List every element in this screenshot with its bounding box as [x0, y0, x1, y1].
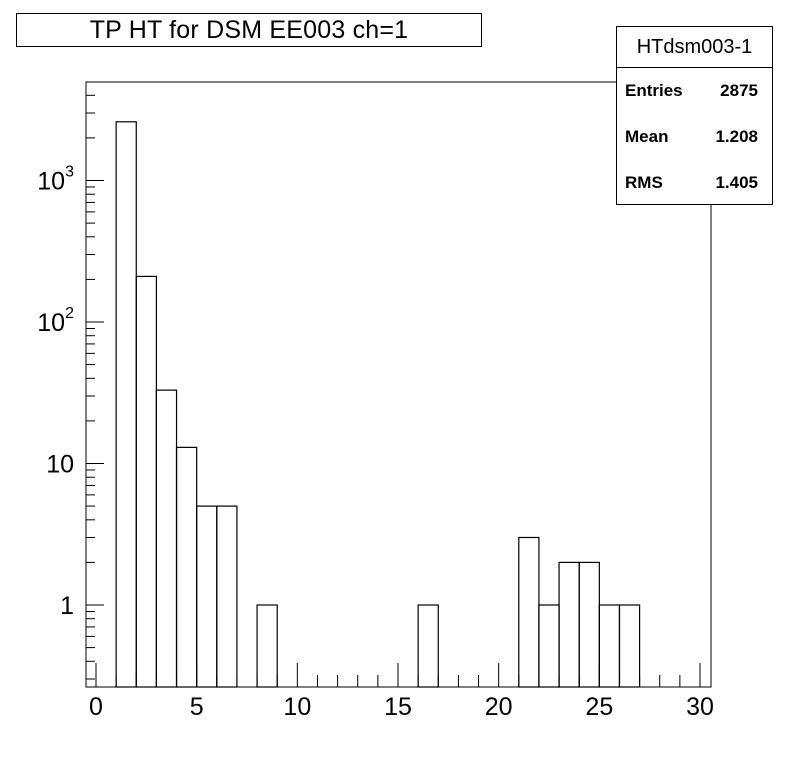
stats-rms-value: 1.405 — [715, 173, 758, 192]
histogram-bar — [518, 536, 540, 688]
y-tick-label: 1 — [60, 592, 74, 620]
stats-mean-value: 1.208 — [715, 127, 758, 146]
x-axis-ticks: 0 5 10 15 20 25 30 — [89, 663, 714, 721]
x-tick-label: 0 — [89, 693, 103, 721]
x-tick-label: 30 — [686, 693, 714, 721]
histogram-bar — [578, 561, 600, 688]
y-tick-label: 102 — [37, 305, 74, 337]
x-tick-label: 10 — [283, 693, 311, 721]
histogram-bar — [175, 446, 198, 688]
stats-entries-value: 2875 — [720, 81, 758, 100]
y-tick-label: 103 — [37, 164, 74, 196]
minor-y-ticks — [86, 81, 95, 680]
histogram-bar — [216, 505, 238, 688]
histogram-bar — [417, 604, 439, 688]
chart-title-text: TP HT for DSM EE003 ch=1 — [89, 15, 409, 44]
x-tick-label: 15 — [384, 693, 412, 721]
stats-row-entries: Entries 2875 — [617, 68, 772, 114]
histogram-bar — [155, 389, 178, 688]
stats-box: HTdsm003-1 Entries 2875 Mean 1.208 RMS 1… — [616, 26, 773, 205]
stats-row-rms: RMS 1.405 — [617, 160, 772, 206]
histogram-bar — [538, 604, 560, 688]
chart-title: TP HT for DSM EE003 ch=1 — [16, 13, 482, 47]
histogram-bar — [256, 604, 278, 688]
histogram-bar — [618, 604, 641, 688]
stats-entries-label: Entries — [625, 81, 683, 100]
y-axis-ticks: 1 10 102 103 — [37, 164, 104, 620]
histogram-bar — [115, 121, 137, 688]
stats-name: HTdsm003-1 — [617, 27, 772, 68]
stats-rms-label: RMS — [625, 173, 663, 192]
histogram-bars — [115, 121, 641, 688]
y-tick-label: 10 — [46, 451, 74, 479]
x-tick-label: 20 — [485, 693, 513, 721]
stats-row-mean: Mean 1.208 — [617, 114, 772, 160]
histogram-bar — [558, 561, 580, 688]
histogram-bar — [135, 275, 157, 688]
x-tick-label: 5 — [190, 693, 204, 721]
histogram-bar — [598, 604, 621, 688]
x-tick-label: 25 — [585, 693, 613, 721]
stats-mean-label: Mean — [625, 127, 669, 146]
histogram-bar — [196, 505, 218, 688]
